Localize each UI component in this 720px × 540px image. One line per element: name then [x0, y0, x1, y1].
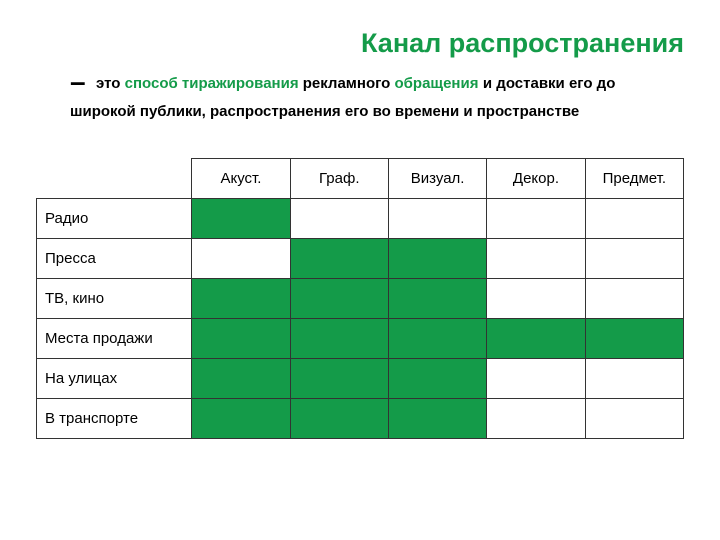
description: – это способ тиражирования рекламного об…: [36, 59, 684, 122]
page: Канал распространения – это способ тираж…: [0, 0, 720, 540]
desc-part-1: это: [96, 75, 125, 92]
table-row-label: Радио: [37, 199, 192, 239]
table-cell: [290, 239, 388, 279]
table-row: Радио: [37, 199, 684, 239]
table-cell: [585, 199, 683, 239]
table-cell: [388, 239, 486, 279]
table-row: Пресса: [37, 239, 684, 279]
table-cell: [192, 199, 290, 239]
table-cell: [192, 239, 290, 279]
table-cell: [585, 359, 683, 399]
page-title: Канал распространения: [36, 28, 684, 59]
table-row-label: В транспорте: [37, 399, 192, 439]
table-cell: [585, 319, 683, 359]
dash: –: [70, 66, 86, 97]
table-col-header: Граф.: [290, 159, 388, 199]
table-cell: [487, 319, 585, 359]
table-cell: [388, 319, 486, 359]
table-cell: [388, 279, 486, 319]
desc-part-2: способ тиражирования: [125, 75, 303, 92]
table-cell: [290, 199, 388, 239]
table-cell: [388, 359, 486, 399]
table-col-header: Декор.: [487, 159, 585, 199]
table-cell: [487, 399, 585, 439]
table-cell: [192, 359, 290, 399]
table-row-label: Места продажи: [37, 319, 192, 359]
table-cell: [487, 199, 585, 239]
table-cell: [290, 319, 388, 359]
table-cell: [585, 239, 683, 279]
matrix-table-wrap: Акуст.Граф.Визуал.Декор.Предмет. РадиоПр…: [36, 158, 684, 439]
table-col-header: Акуст.: [192, 159, 290, 199]
table-corner: [37, 159, 192, 199]
table-col-header: Визуал.: [388, 159, 486, 199]
table-row: На улицах: [37, 359, 684, 399]
table-cell: [388, 199, 486, 239]
table-cell: [192, 399, 290, 439]
table-cell: [290, 359, 388, 399]
table-header-row: Акуст.Граф.Визуал.Декор.Предмет.: [37, 159, 684, 199]
table-cell: [192, 279, 290, 319]
table-cell: [192, 319, 290, 359]
table-row: В транспорте: [37, 399, 684, 439]
table-col-header: Предмет.: [585, 159, 683, 199]
table-cell: [585, 399, 683, 439]
desc-part-4: обращения: [395, 75, 479, 92]
table-row-label: ТВ, кино: [37, 279, 192, 319]
table-row-label: На улицах: [37, 359, 192, 399]
desc-part-3: рекламного: [303, 75, 395, 92]
table-cell: [388, 399, 486, 439]
table-cell: [290, 279, 388, 319]
table-cell: [585, 279, 683, 319]
table-cell: [487, 359, 585, 399]
table-cell: [487, 279, 585, 319]
table-cell: [290, 399, 388, 439]
table-row: ТВ, кино: [37, 279, 684, 319]
table-cell: [487, 239, 585, 279]
table-row-label: Пресса: [37, 239, 192, 279]
matrix-table: Акуст.Граф.Визуал.Декор.Предмет. РадиоПр…: [36, 158, 684, 439]
table-row: Места продажи: [37, 319, 684, 359]
